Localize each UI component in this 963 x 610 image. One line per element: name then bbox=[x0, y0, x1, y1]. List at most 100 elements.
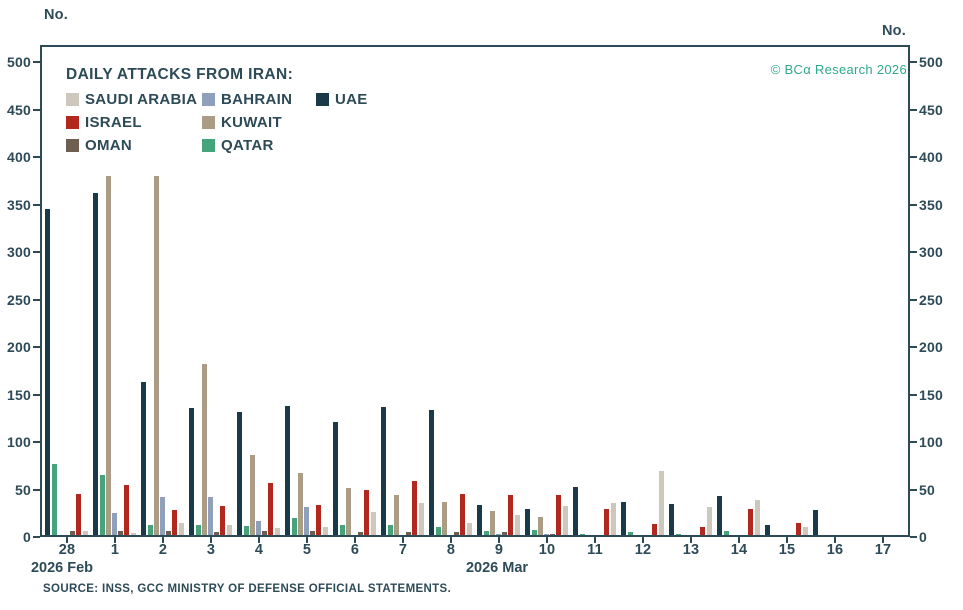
bar-oman-3 bbox=[214, 532, 220, 538]
y-tick-mark-left bbox=[33, 393, 40, 396]
y-tick-label-right: 450 bbox=[919, 101, 943, 118]
x-tick-label: 11 bbox=[587, 542, 603, 558]
bar-uae-12 bbox=[621, 501, 627, 537]
bar-bahrain-3 bbox=[207, 497, 213, 537]
y-tick-label-left: 100 bbox=[7, 434, 31, 450]
bar-oman-7 bbox=[406, 532, 412, 538]
bar-kuwait-6 bbox=[345, 487, 351, 537]
bar-oman-12 bbox=[646, 535, 652, 537]
source-note: SOURCE: INSS, GCC MINISTRY OF DEFENSE OF… bbox=[43, 583, 452, 595]
bar-israel-10 bbox=[556, 495, 562, 537]
y-tick-mark-right bbox=[910, 298, 917, 301]
bar-saudi-arabia-3 bbox=[226, 524, 232, 537]
y-tick-mark-left bbox=[33, 156, 40, 158]
y-tick-label-left: 200 bbox=[7, 339, 31, 355]
bar-uae-14 bbox=[717, 496, 723, 537]
y-tick-mark-right bbox=[910, 488, 917, 491]
bar-israel-28 bbox=[76, 494, 82, 538]
bar-uae-10 bbox=[525, 509, 531, 537]
bar-qatar-10 bbox=[531, 530, 537, 537]
legend-swatch-icon bbox=[202, 138, 215, 152]
x-axis-month-feb: 2026 Feb bbox=[30, 560, 94, 576]
copyright-note: © BCα Research 2026 bbox=[770, 62, 907, 77]
bar-uae-15 bbox=[765, 524, 771, 537]
bar-qatar-6 bbox=[339, 524, 345, 537]
x-tick-mark bbox=[114, 537, 116, 543]
x-tick-label: 2 bbox=[158, 542, 168, 558]
x-tick-label: 6 bbox=[350, 542, 360, 558]
legend-entry-uae: UAE bbox=[316, 90, 426, 108]
y-tick-label-left: 150 bbox=[7, 386, 31, 403]
y-tick-mark-left bbox=[33, 488, 40, 491]
x-tick-label: 14 bbox=[730, 542, 748, 558]
y-axis-unit-right: No. bbox=[882, 23, 906, 39]
bar-saudi-arabia-9 bbox=[514, 515, 520, 537]
bar-saudi-arabia-14 bbox=[754, 499, 760, 537]
bar-bahrain-5 bbox=[303, 506, 309, 537]
y-tick-label-left: 300 bbox=[7, 244, 31, 260]
bar-uae-7 bbox=[381, 406, 387, 538]
bar-oman-6 bbox=[358, 532, 364, 538]
x-tick-label: 10 bbox=[538, 542, 556, 558]
y-tick-label-right: 500 bbox=[919, 54, 943, 70]
y-tick-label-right: 200 bbox=[919, 339, 943, 355]
bar-qatar-2 bbox=[147, 524, 153, 537]
x-tick-label: 15 bbox=[778, 542, 796, 558]
x-tick-mark bbox=[66, 537, 68, 543]
bar-kuwait-7 bbox=[393, 495, 399, 537]
bar-saudi-arabia-2 bbox=[178, 522, 184, 538]
bar-qatar-1 bbox=[99, 475, 105, 538]
bar-israel-12 bbox=[652, 523, 658, 537]
y-axis-unit-left: No. bbox=[44, 7, 68, 23]
bar-israel-11 bbox=[604, 509, 610, 537]
bar-kuwait-11 bbox=[585, 535, 591, 537]
bar-kuwait-9 bbox=[489, 511, 495, 537]
bar-israel-14 bbox=[748, 508, 754, 537]
bar-uae-3 bbox=[189, 407, 195, 537]
bar-qatar-4 bbox=[243, 525, 249, 537]
x-tick-mark bbox=[642, 537, 644, 543]
bar-kuwait-10 bbox=[537, 517, 543, 537]
legend-entry-qatar: QATAR bbox=[202, 136, 316, 154]
legend-entry-israel: ISRAEL bbox=[66, 113, 202, 131]
x-tick-mark bbox=[786, 537, 788, 543]
bar-oman-28 bbox=[70, 531, 76, 537]
bar-uae-4 bbox=[237, 411, 243, 537]
y-tick-label-left: 50 bbox=[15, 481, 31, 498]
legend-swatch-icon bbox=[66, 115, 79, 129]
x-tick-mark bbox=[738, 537, 740, 543]
legend-swatch-icon bbox=[66, 138, 79, 152]
bar-oman-9 bbox=[502, 532, 508, 538]
y-tick-mark-right bbox=[910, 346, 917, 348]
bar-israel-5 bbox=[316, 504, 322, 537]
x-tick-mark bbox=[690, 537, 692, 543]
bar-israel-15 bbox=[796, 522, 802, 538]
y-tick-mark-right bbox=[910, 251, 917, 253]
bar-israel-4 bbox=[268, 482, 274, 537]
bar-qatar-11 bbox=[579, 534, 585, 537]
y-tick-mark-right bbox=[910, 108, 917, 111]
bar-oman-8 bbox=[454, 532, 460, 538]
bar-israel-9 bbox=[508, 495, 514, 537]
x-tick-label: 5 bbox=[302, 542, 312, 558]
bar-saudi-arabia-8 bbox=[466, 522, 472, 538]
x-tick-label: 8 bbox=[446, 542, 456, 558]
bar-israel-2 bbox=[172, 510, 178, 537]
bar-israel-1 bbox=[124, 484, 130, 538]
y-tick-mark-right bbox=[910, 393, 917, 396]
y-tick-mark-right bbox=[910, 441, 917, 443]
x-axis-month-mar: 2026 Mar bbox=[465, 560, 529, 576]
x-tick-mark bbox=[594, 537, 596, 543]
bar-kuwait-8 bbox=[441, 501, 447, 537]
x-tick-label: 17 bbox=[874, 542, 892, 558]
bar-israel-8 bbox=[460, 494, 466, 538]
bar-uae-28 bbox=[45, 209, 51, 538]
bar-saudi-arabia-11 bbox=[610, 502, 616, 537]
bar-oman-10 bbox=[550, 534, 556, 537]
legend-label: ISRAEL bbox=[85, 113, 142, 131]
y-tick-label-right: 300 bbox=[919, 244, 943, 260]
y-tick-label-right: 100 bbox=[919, 434, 943, 450]
bar-qatar-7 bbox=[387, 524, 393, 537]
bar-uae-13 bbox=[669, 503, 675, 538]
x-tick-mark bbox=[546, 537, 548, 543]
